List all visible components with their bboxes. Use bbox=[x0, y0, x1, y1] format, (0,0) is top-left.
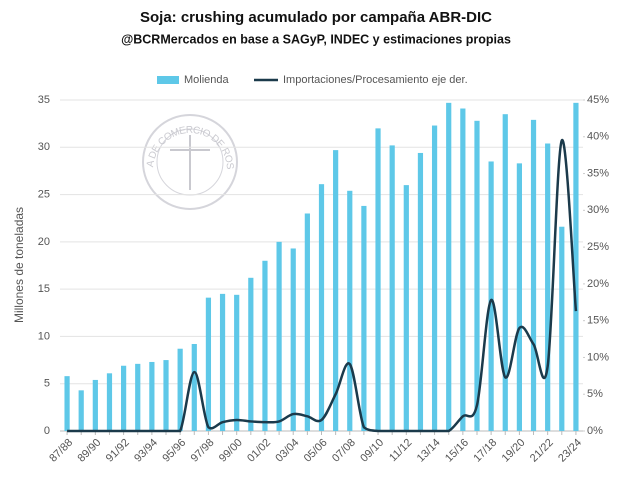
x-tick-label: 13/14 bbox=[415, 437, 443, 465]
x-tick-label: 87/88 bbox=[47, 437, 75, 465]
bar bbox=[559, 226, 565, 431]
bar bbox=[106, 373, 113, 431]
x-tick-label: 11/12 bbox=[387, 437, 414, 464]
bar bbox=[389, 145, 395, 431]
bar bbox=[502, 114, 508, 431]
x-tick-label: 21/22 bbox=[528, 437, 556, 465]
bar bbox=[276, 241, 282, 431]
bar bbox=[262, 260, 268, 431]
chart-subtitle: @BCRMercados en base a SAGyP, INDEC y es… bbox=[121, 32, 511, 46]
bar bbox=[163, 360, 169, 431]
legend-label: Importaciones/Procesamiento eje der. bbox=[283, 74, 468, 86]
y2-tick-label: 10% bbox=[587, 351, 609, 363]
y-tick-label: 30 bbox=[38, 141, 50, 153]
bar bbox=[403, 185, 409, 431]
x-tick-label: 99/00 bbox=[217, 437, 245, 465]
y2-tick-label: 45% bbox=[587, 94, 609, 106]
y2-tick-label: 0% bbox=[587, 425, 603, 437]
bar bbox=[248, 277, 254, 431]
bar bbox=[460, 108, 466, 432]
chart-title: Soja: crushing acumulado por campaña ABR… bbox=[140, 9, 492, 26]
y2-tick-label: 35% bbox=[587, 167, 609, 179]
y2-tick-label: 20% bbox=[587, 278, 609, 290]
bar bbox=[290, 248, 296, 431]
bar bbox=[516, 163, 522, 431]
bar bbox=[177, 348, 183, 431]
x-tick-label: 19/20 bbox=[500, 437, 528, 465]
x-tick-label: 95/96 bbox=[160, 437, 188, 465]
y2-tick-label: 15% bbox=[587, 315, 609, 327]
y2-tick-label: 25% bbox=[587, 241, 609, 253]
y-axis-label: Millones de toneladas bbox=[12, 207, 26, 323]
x-tick-label: 07/08 bbox=[330, 437, 358, 465]
bar bbox=[78, 390, 84, 431]
y-tick-label: 20 bbox=[38, 236, 50, 248]
bar bbox=[149, 361, 155, 431]
bar bbox=[121, 365, 127, 431]
bar bbox=[333, 150, 339, 431]
bar bbox=[135, 363, 141, 431]
bar bbox=[92, 379, 98, 431]
bar bbox=[545, 143, 551, 431]
bar bbox=[375, 128, 381, 431]
line bbox=[67, 139, 578, 433]
bar bbox=[573, 102, 579, 431]
y2-tick-label: 5% bbox=[587, 388, 603, 400]
seal-ring bbox=[142, 114, 238, 210]
bar bbox=[361, 205, 367, 431]
bar bbox=[64, 376, 70, 431]
x-tick-label: 23/24 bbox=[556, 437, 584, 465]
bar bbox=[431, 125, 438, 431]
y-tick-label: 25 bbox=[38, 188, 50, 200]
x-tick-label: 03/04 bbox=[273, 437, 301, 465]
y-tick-label: 5 bbox=[44, 378, 50, 390]
bar bbox=[347, 190, 353, 431]
x-tick-label: 93/94 bbox=[132, 437, 160, 465]
bar bbox=[488, 161, 494, 431]
bar bbox=[474, 120, 480, 431]
bar bbox=[205, 297, 212, 431]
x-tick-label: 89/90 bbox=[76, 437, 104, 465]
y-tick-label: 35 bbox=[38, 94, 50, 106]
y-tick-label: 15 bbox=[38, 283, 50, 295]
bar bbox=[530, 119, 537, 432]
y2-tick-label: 40% bbox=[587, 131, 609, 143]
y2-tick-label: 30% bbox=[587, 204, 609, 216]
y-tick-label: 10 bbox=[38, 330, 50, 342]
bar bbox=[417, 152, 424, 431]
x-tick-label: 05/06 bbox=[302, 437, 330, 465]
bar bbox=[304, 213, 310, 431]
x-tick-label: 91/92 bbox=[104, 437, 132, 465]
bar bbox=[234, 294, 240, 431]
legend-swatch bbox=[157, 76, 179, 84]
bar bbox=[219, 293, 226, 431]
x-tick-label: 97/98 bbox=[189, 437, 217, 465]
x-tick-label: 15/16 bbox=[443, 437, 471, 465]
x-tick-label: 09/10 bbox=[358, 437, 386, 465]
bar bbox=[318, 184, 325, 431]
bar bbox=[191, 343, 197, 431]
x-tick-label: 17/18 bbox=[471, 437, 499, 465]
x-tick-label: 01/02 bbox=[245, 437, 273, 465]
bar bbox=[446, 102, 452, 431]
legend-label: Molienda bbox=[184, 74, 230, 86]
y-tick-label: 0 bbox=[44, 425, 50, 437]
